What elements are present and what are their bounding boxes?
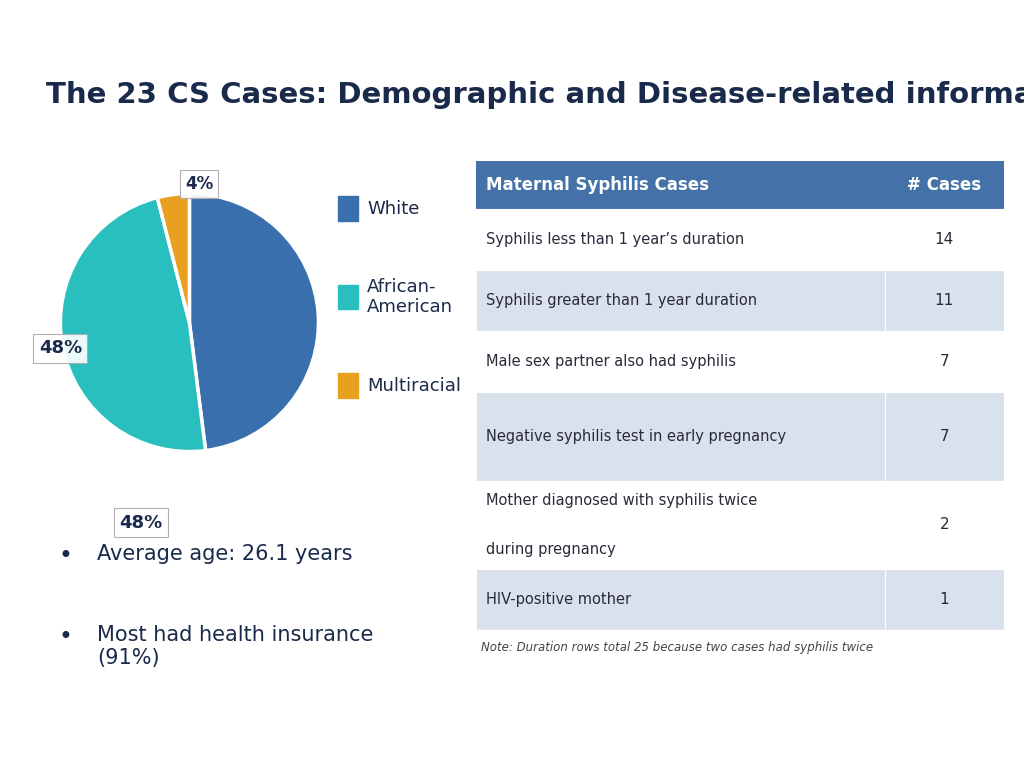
Text: African-
American: African- American: [367, 278, 453, 316]
FancyBboxPatch shape: [885, 270, 1004, 331]
Text: •: •: [58, 544, 72, 568]
Text: Male sex partner also had syphilis: Male sex partner also had syphilis: [485, 354, 735, 369]
Text: during pregnancy: during pregnancy: [485, 542, 615, 558]
Bar: [338, 373, 358, 398]
Text: # Cases: # Cases: [907, 177, 981, 194]
FancyBboxPatch shape: [476, 331, 885, 392]
Text: 1: 1: [939, 592, 949, 607]
Text: 14: 14: [935, 233, 953, 247]
Text: Average age: 26.1 years: Average age: 26.1 years: [97, 544, 352, 564]
FancyBboxPatch shape: [885, 481, 1004, 569]
FancyBboxPatch shape: [476, 210, 885, 270]
Text: White: White: [367, 200, 420, 217]
Wedge shape: [60, 197, 206, 452]
FancyBboxPatch shape: [885, 569, 1004, 631]
Text: The 23 CS Cases: Demographic and Disease-related information: The 23 CS Cases: Demographic and Disease…: [46, 81, 1024, 108]
Text: 13: 13: [952, 723, 988, 751]
FancyBboxPatch shape: [476, 481, 885, 569]
FancyBboxPatch shape: [476, 569, 885, 631]
FancyBboxPatch shape: [885, 210, 1004, 270]
Text: Syphilis less than 1 year’s duration: Syphilis less than 1 year’s duration: [485, 233, 743, 247]
Text: 4%: 4%: [185, 175, 213, 193]
Text: 48%: 48%: [120, 514, 163, 531]
Bar: [338, 285, 358, 310]
Text: 2: 2: [939, 518, 949, 532]
Text: Mother diagnosed with syphilis twice: Mother diagnosed with syphilis twice: [485, 493, 757, 508]
Text: HIV-positive mother: HIV-positive mother: [485, 592, 631, 607]
Text: Most had health insurance
(91%): Most had health insurance (91%): [97, 625, 373, 668]
Text: 11: 11: [935, 293, 953, 309]
Text: Maternal Syphilis Cases: Maternal Syphilis Cases: [485, 177, 709, 194]
Bar: [338, 197, 358, 221]
FancyBboxPatch shape: [476, 161, 1004, 210]
Text: Syphilis greater than 1 year duration: Syphilis greater than 1 year duration: [485, 293, 757, 309]
Text: 48%: 48%: [39, 339, 82, 357]
Wedge shape: [158, 194, 189, 323]
Text: 7: 7: [939, 429, 949, 444]
FancyBboxPatch shape: [885, 392, 1004, 481]
FancyBboxPatch shape: [476, 270, 885, 331]
FancyBboxPatch shape: [885, 331, 1004, 392]
Text: Multiracial: Multiracial: [367, 376, 461, 395]
Text: 7: 7: [939, 354, 949, 369]
FancyBboxPatch shape: [476, 392, 885, 481]
Text: Negative syphilis test in early pregnancy: Negative syphilis test in early pregnanc…: [485, 429, 785, 444]
Wedge shape: [189, 194, 318, 451]
Text: •: •: [58, 625, 72, 649]
Text: Note: Duration rows total 25 because two cases had syphilis twice: Note: Duration rows total 25 because two…: [481, 641, 873, 654]
